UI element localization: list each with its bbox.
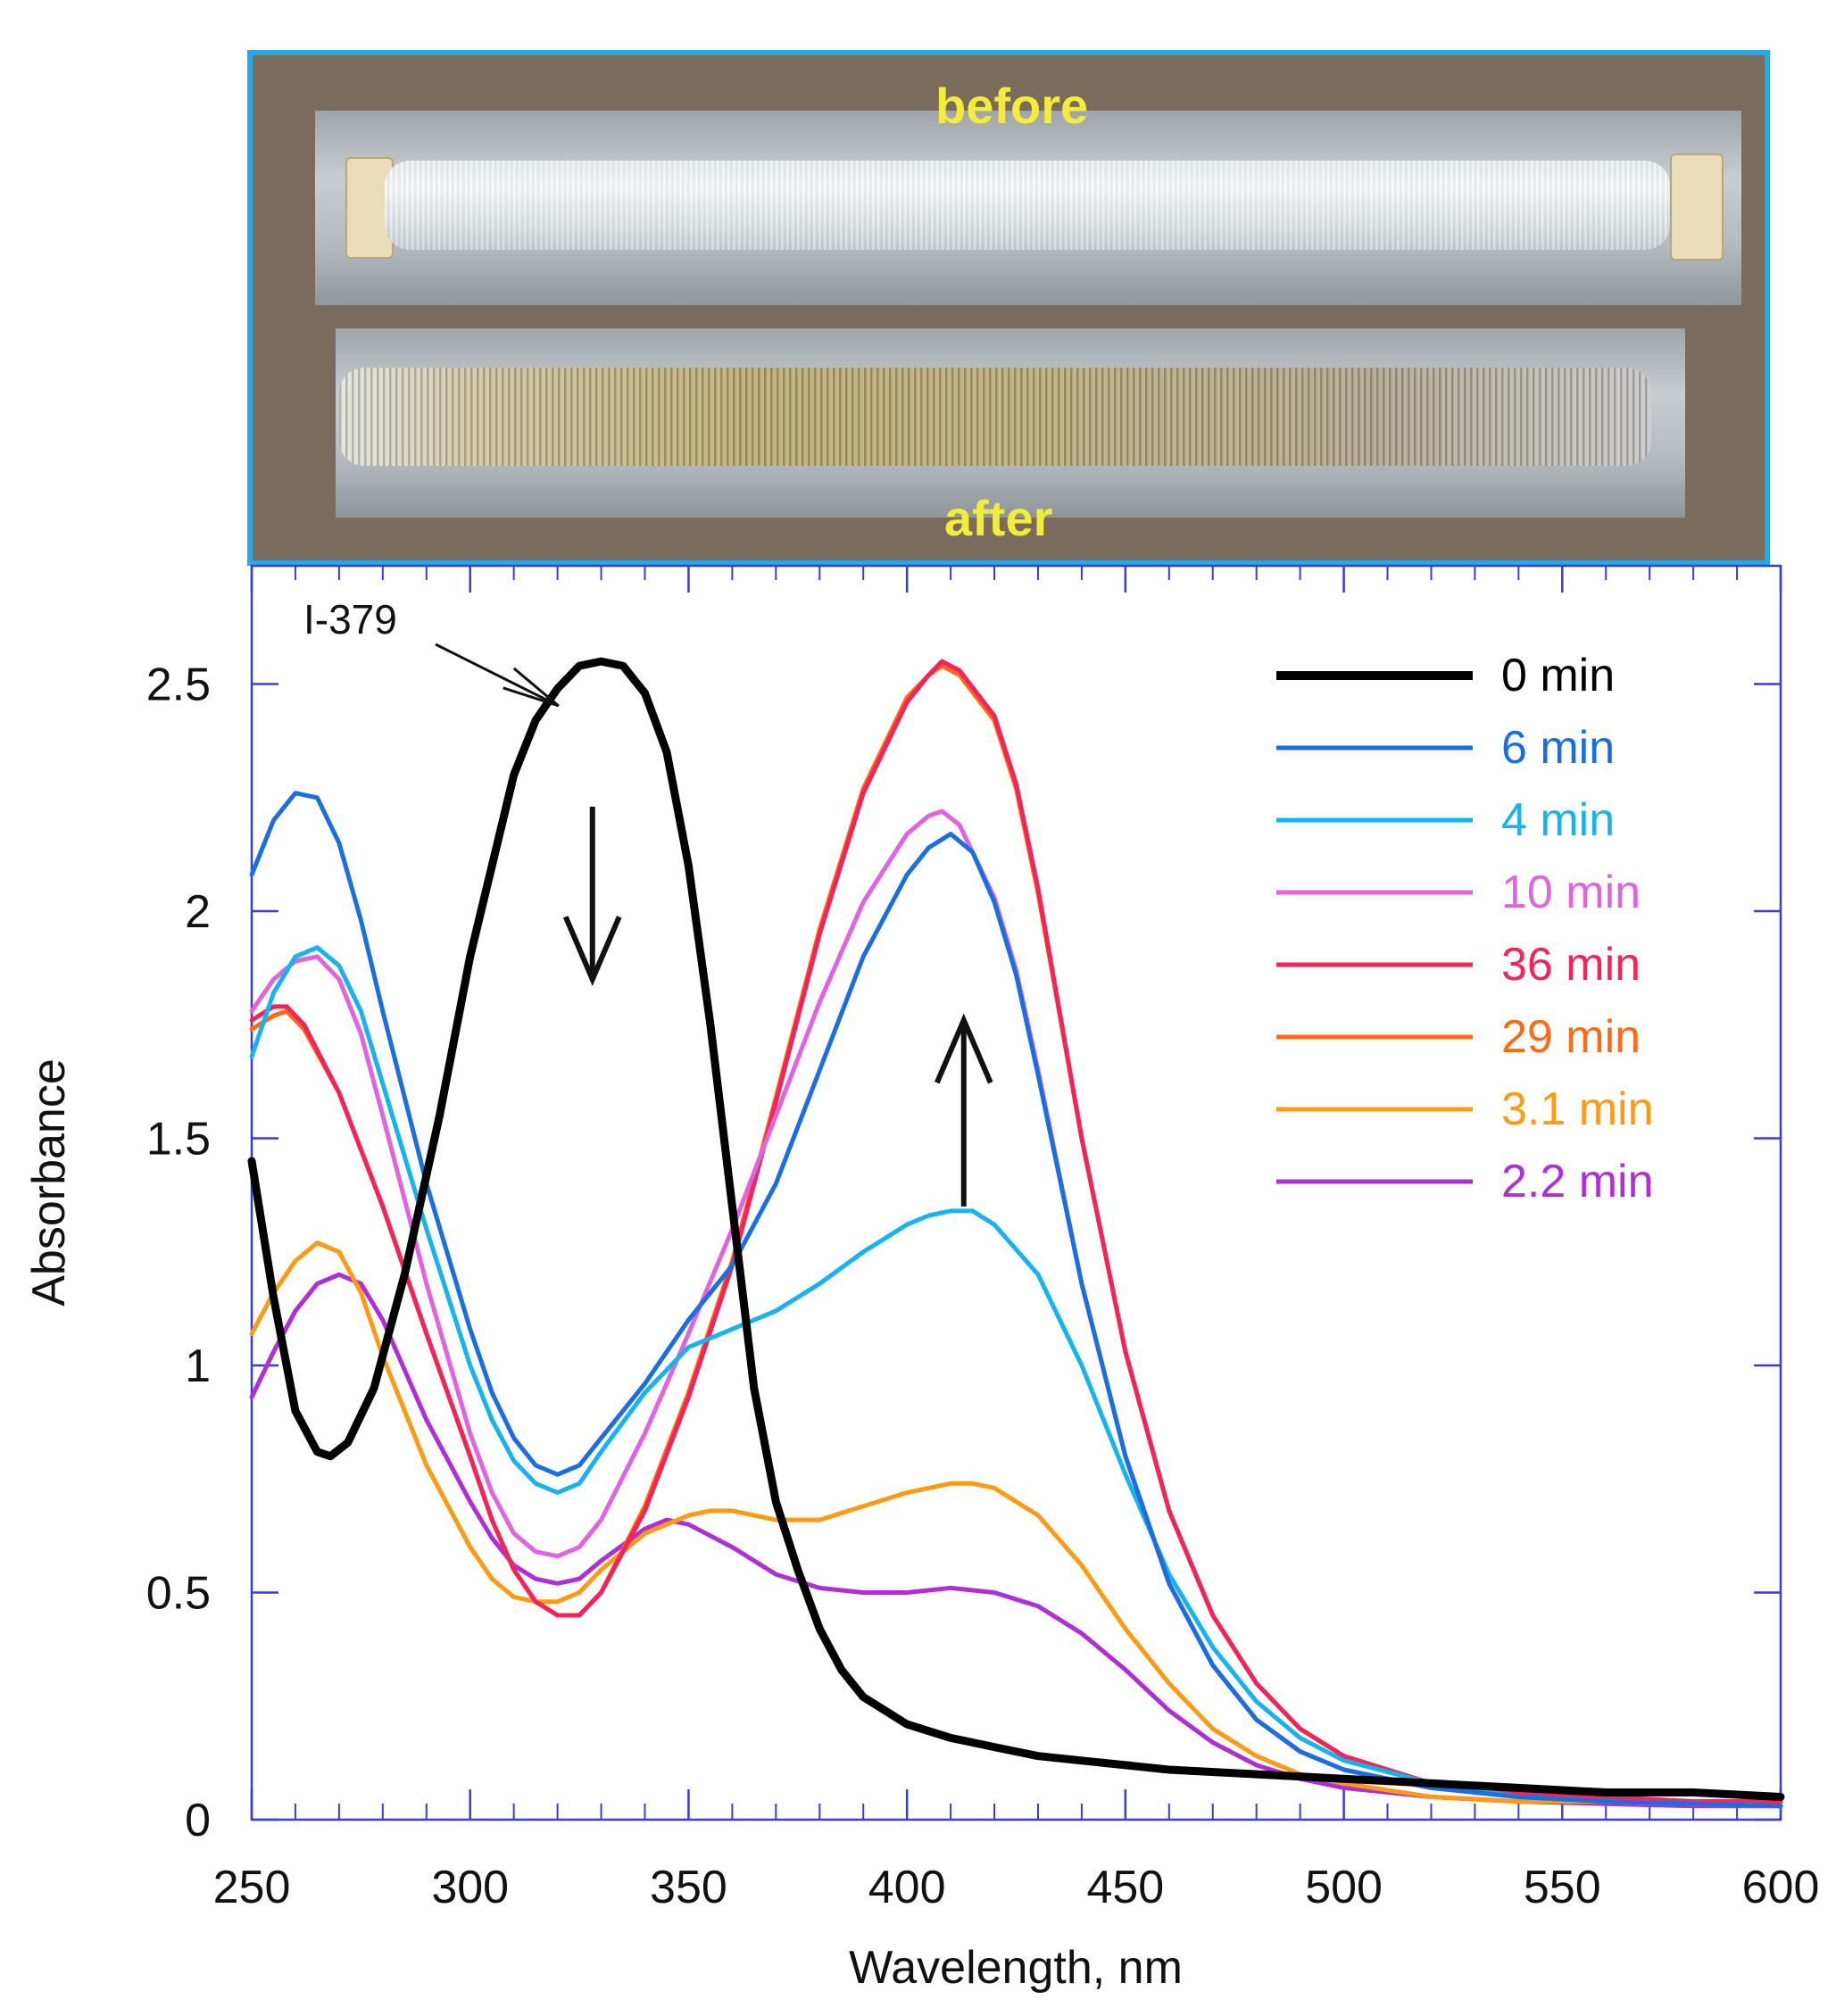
y-tick-label: 0.5 bbox=[146, 1568, 211, 1620]
x-tick-label: 400 bbox=[868, 1862, 946, 1913]
x-tick-label: 300 bbox=[431, 1862, 509, 1913]
x-tick-label: 500 bbox=[1305, 1862, 1383, 1913]
legend-label: 10 min bbox=[1501, 867, 1641, 918]
y-tick-label: 2 bbox=[185, 886, 211, 938]
after-photo bbox=[336, 328, 1685, 518]
series-line-3-1-min bbox=[249, 1240, 1783, 1809]
before-label: before bbox=[935, 78, 1089, 134]
x-tick-label: 550 bbox=[1524, 1862, 1601, 1913]
y-tick-label: 1 bbox=[185, 1340, 211, 1392]
x-ticks: 250 300 350 400 450 500 550 600 bbox=[213, 566, 1820, 1913]
legend-label: 0 min bbox=[1501, 650, 1615, 701]
legend-label: 4 min bbox=[1501, 794, 1615, 846]
annotation-arrow bbox=[435, 643, 560, 708]
series-line-0-min bbox=[247, 657, 1785, 1801]
legend-label: 3.1 min bbox=[1501, 1083, 1654, 1135]
annotation-label: I-379 bbox=[303, 596, 397, 643]
x-tick-label: 250 bbox=[213, 1862, 291, 1913]
legend-label: 6 min bbox=[1501, 722, 1615, 774]
y-tick-label: 1.5 bbox=[146, 1114, 211, 1166]
y-tick-label: 0 bbox=[185, 1795, 211, 1846]
series-line-36-min bbox=[249, 659, 1783, 1804]
x-axis-label: Wavelength, nm bbox=[849, 1942, 1183, 1994]
plot-frame bbox=[250, 564, 1782, 1821]
before-photo bbox=[315, 111, 1741, 305]
after-label: after bbox=[944, 490, 1053, 546]
y-tick-label: 2.5 bbox=[146, 660, 211, 711]
annotation-arrow-shaft bbox=[435, 643, 560, 708]
y-axis-label: Absorbance bbox=[23, 1058, 75, 1307]
legend-label: 36 min bbox=[1501, 939, 1641, 991]
legend-label: 2.2 min bbox=[1501, 1156, 1654, 1207]
series-line-6-min bbox=[249, 791, 1783, 1809]
x-tick-label: 600 bbox=[1742, 1862, 1820, 1913]
photo-inset: before after bbox=[247, 50, 1770, 566]
series-line-4-min bbox=[249, 945, 1783, 1809]
y-ticks: 0 0.5 1 1.5 2 2.5 bbox=[146, 660, 1781, 1846]
before-right-endcap bbox=[1670, 153, 1724, 261]
series-layer bbox=[247, 657, 1785, 1809]
trend-arrow-head bbox=[935, 1013, 993, 1084]
trend-arrows bbox=[562, 806, 993, 1207]
legend: 0 min 6 min 4 min 10 min 36 min 29 min 3.1 min… bbox=[1276, 650, 1654, 1207]
before-tube bbox=[385, 161, 1670, 250]
annotation-arrow-head bbox=[503, 667, 560, 708]
after-tube bbox=[339, 368, 1651, 466]
x-tick-label: 450 bbox=[1086, 1862, 1164, 1913]
x-tick-label: 350 bbox=[650, 1862, 727, 1913]
legend-label: 29 min bbox=[1501, 1011, 1641, 1063]
trend-arrow-head bbox=[562, 916, 622, 986]
